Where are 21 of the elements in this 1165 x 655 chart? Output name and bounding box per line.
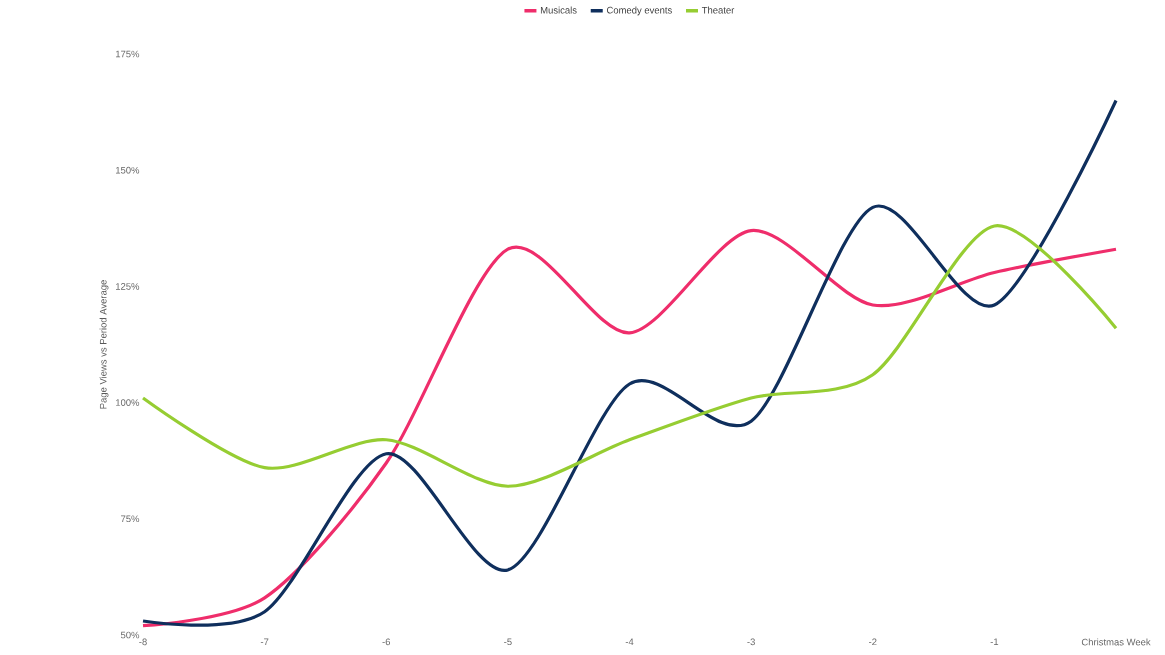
y-tick-label: 75% bbox=[121, 515, 140, 523]
x-tick-label: -5 bbox=[504, 638, 512, 646]
legend-label: Comedy events bbox=[606, 6, 672, 16]
x-tick-label: Christmas Week bbox=[1081, 638, 1151, 646]
y-tick-label: 50% bbox=[120, 631, 140, 639]
x-tick-label: -4 bbox=[625, 638, 634, 646]
line-series bbox=[141, 224, 1118, 488]
x-tick-label: -1 bbox=[990, 638, 999, 646]
y-axis-title: Page Views vs Period Average bbox=[99, 280, 109, 409]
x-tick-label: -6 bbox=[382, 638, 391, 646]
legend-label: Theater bbox=[701, 6, 735, 14]
x-tick-label: -3 bbox=[747, 638, 755, 646]
x-tick-label: -8 bbox=[139, 638, 147, 646]
y-tick-label: 175% bbox=[116, 50, 140, 58]
x-tick-label: -7 bbox=[260, 638, 269, 646]
x-tick-label: -2 bbox=[868, 638, 877, 646]
y-tick-label: 150% bbox=[116, 166, 140, 174]
line-series bbox=[141, 229, 1118, 628]
y-tick-label: 125% bbox=[116, 283, 140, 290]
legend-label: Musicals bbox=[540, 6, 577, 14]
y-tick-label: 100% bbox=[116, 399, 140, 406]
